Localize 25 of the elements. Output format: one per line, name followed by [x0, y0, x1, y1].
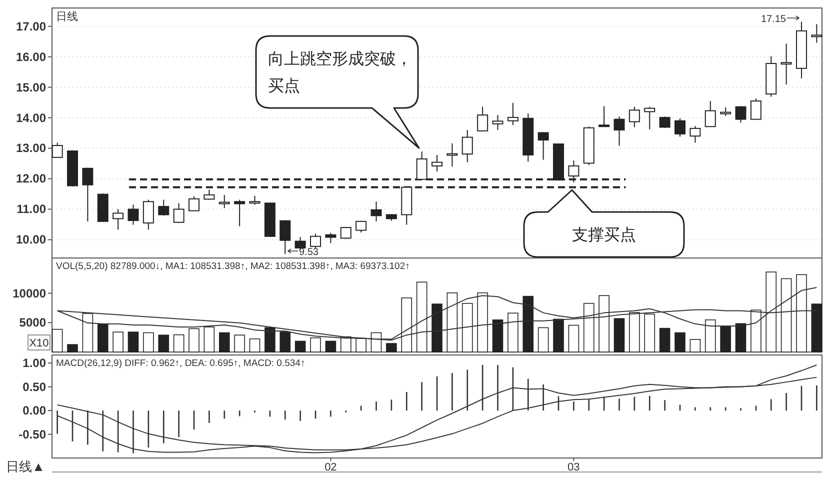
y-tick-label: 0.00: [22, 404, 46, 418]
chart-title: 日线: [56, 10, 78, 23]
annotation: 9.53: [299, 247, 319, 258]
y-tick-label: 12.00: [16, 172, 46, 186]
y-tick-label: 17.00: [16, 19, 46, 34]
x-tick-label: 03: [568, 462, 580, 474]
y-tick-label: 0.50: [22, 380, 46, 394]
annotation: 向上跳空形成突破，买点: [268, 49, 412, 96]
chart-subtitle: VOL(5,5,20) 82789.000↓, MA1: 108531.398↑, MA2: 108531.398↑, MA3: 69373.102↑: [56, 261, 410, 272]
y-tick-label: -0.50: [18, 427, 46, 442]
x-axis-title: 日线▲: [6, 459, 45, 474]
y-axis-title: X10: [29, 338, 49, 350]
x-tick-label: 02: [324, 462, 337, 474]
annotation: 17.15: [760, 14, 786, 25]
annotation: 支撑买点: [572, 225, 636, 244]
y-tick-label: 5000: [19, 316, 46, 330]
y-tick-label: 13.00: [16, 141, 46, 156]
y-tick-label: 10000: [12, 286, 46, 300]
y-tick-label: 11.00: [16, 202, 46, 216]
y-tick-label: 1.00: [22, 356, 46, 370]
y-tick-label: 16.00: [16, 50, 46, 64]
y-tick-label: 10.00: [16, 232, 46, 247]
chart-subtitle: MACD(26,12,9) DIFF: 0.962↑, DEA: 0.695↑, MACD: 0.534↑: [56, 358, 306, 369]
y-tick-label: 14.00: [16, 110, 46, 125]
y-tick-label: 15.00: [16, 80, 46, 94]
